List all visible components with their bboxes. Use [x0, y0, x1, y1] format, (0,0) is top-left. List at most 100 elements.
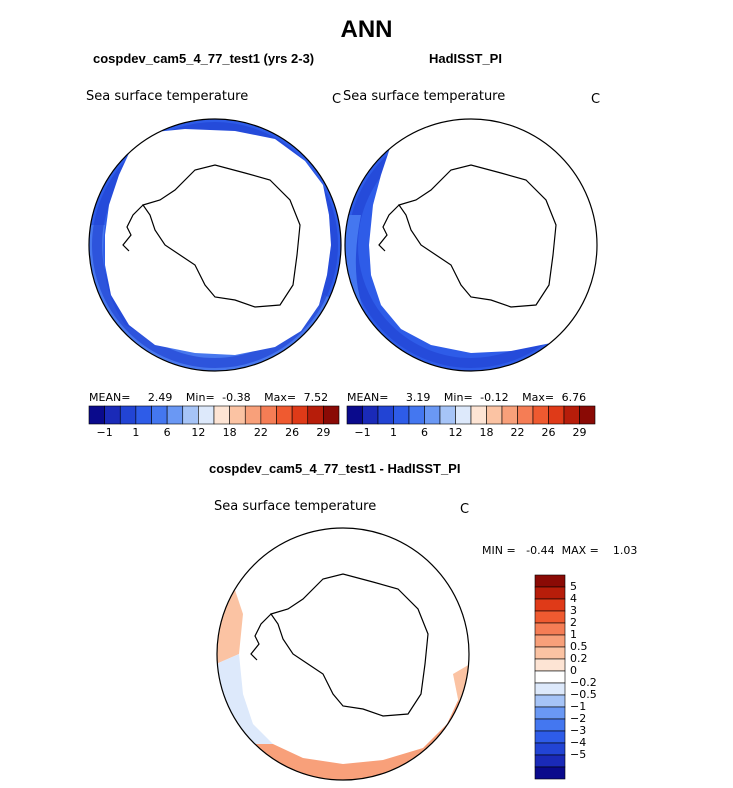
diff-colorbar — [534, 574, 566, 780]
diff-peninsula-outline — [250, 613, 272, 661]
colorbar-tick-label: 6 — [421, 426, 428, 439]
diff-colorbar-swatch — [534, 754, 566, 768]
diff-variable-label: Sea surface temperature — [214, 499, 377, 514]
left-antarctica-outline — [142, 164, 301, 308]
colorbar-swatch — [182, 405, 199, 425]
diff-colorbar-swatch — [534, 622, 566, 636]
colorbar-swatch — [260, 405, 277, 425]
left-min-label: Min= — [185, 391, 215, 404]
colorbar-swatch — [548, 405, 565, 425]
right-max-value: 6.76 — [561, 391, 587, 404]
left-units-label: C — [332, 92, 342, 107]
colorbar-swatch — [486, 405, 503, 425]
diff-colorbar-tick-label: 0 — [570, 664, 577, 677]
diff-colorbar-labels: 5 4 3 2 1 0.5 0.2 0 −0.2 −0.5 −1 −2 −3 −4 −5 — [570, 575, 630, 779]
colorbar-tick-label: 22 — [253, 426, 268, 439]
diff-colorbar-tick-label: −5 — [570, 748, 587, 761]
left-colorbar — [88, 405, 340, 425]
right-map — [344, 118, 598, 372]
colorbar-swatch — [244, 405, 262, 425]
diff-colorbar-swatch — [534, 718, 566, 732]
diff-colorbar-swatch — [534, 742, 566, 756]
colorbar-swatch — [377, 405, 394, 425]
diff-colorbar-swatch — [534, 574, 566, 588]
right-colorbar-labels: −1 1 6 12 18 22 26 29 — [347, 426, 595, 440]
colorbar-tick-label: −1 — [354, 426, 371, 439]
diff-units-label: C — [460, 502, 470, 517]
left-sst-ice-edge — [92, 122, 338, 368]
colorbar-swatch — [166, 405, 184, 425]
colorbar-swatch — [455, 405, 472, 425]
diff-warm-south-band — [217, 684, 469, 780]
diff-map-border — [216, 527, 470, 781]
colorbar-tick-label: 29 — [572, 426, 587, 439]
colorbar-swatch — [424, 405, 441, 425]
colorbar-tick-label: 18 — [479, 426, 494, 439]
colorbar-tick-label: 26 — [541, 426, 556, 439]
diff-colorbar-swatch — [534, 646, 566, 660]
colorbar-tick-label: 22 — [510, 426, 525, 439]
colorbar-tick-label: 6 — [163, 426, 171, 439]
left-panel-title: cospdev_cam5_4_77_test1 (yrs 2-3) — [93, 51, 315, 66]
diff-colorbar-tick-label: −1 — [570, 700, 587, 713]
colorbar-swatch — [213, 405, 230, 425]
diff-colorbar-swatch — [534, 658, 566, 672]
colorbar-swatch — [439, 405, 456, 425]
colorbar-swatch — [323, 405, 340, 425]
colorbar-swatch — [276, 405, 293, 425]
right-units-label: C — [591, 92, 601, 107]
right-min-label: Min= — [443, 391, 473, 404]
colorbar-swatch — [470, 405, 487, 425]
right-variable-label: Sea surface temperature — [343, 89, 506, 104]
colorbar-tick-label: 26 — [285, 426, 300, 439]
colorbar-tick-label: −1 — [96, 426, 113, 439]
colorbar-swatch — [198, 405, 215, 425]
diff-colorbar-swatch — [534, 670, 566, 684]
colorbar-swatch — [362, 405, 379, 425]
colorbar-swatch — [119, 405, 137, 425]
diff-colorbar-tick-label: 0.2 — [570, 652, 588, 665]
right-min-value: -0.12 — [480, 391, 509, 404]
colorbar-swatch — [88, 405, 105, 425]
diff-colorbar-swatch — [534, 634, 566, 648]
colorbar-swatch — [579, 405, 596, 425]
colorbar-swatch — [393, 405, 410, 425]
right-stats: MEAN= 3.19 Min= -0.12 Max= 6.76 — [347, 391, 586, 404]
diff-colorbar-swatch — [534, 706, 566, 720]
diff-colorbar-tick-label: 5 — [570, 580, 577, 593]
diff-colorbar-swatch — [534, 586, 566, 600]
diff-colorbar-tick-label: −4 — [570, 736, 587, 749]
colorbar-swatch — [501, 405, 518, 425]
main-title: ANN — [340, 16, 393, 43]
colorbar-tick-label: 12 — [448, 426, 463, 439]
colorbar-swatch — [307, 405, 324, 425]
colorbar-tick-label: 29 — [316, 426, 331, 439]
right-colorbar — [346, 405, 596, 425]
diff-panel-title: cospdev_cam5_4_77_test1 - HadISST_PI — [209, 461, 461, 476]
colorbar-swatch — [291, 405, 309, 425]
diff-map — [216, 527, 470, 781]
right-antarctica-outline — [398, 164, 557, 308]
right-panel-title: HadISST_PI — [429, 51, 502, 66]
diff-colorbar-tick-label: −0.5 — [570, 688, 597, 701]
diff-colorbar-tick-label: 0.5 — [570, 640, 588, 653]
colorbar-swatch — [135, 405, 152, 425]
diff-colorbar-swatch — [534, 610, 566, 624]
left-colorbar-labels: −1 1 6 12 18 22 26 29 — [89, 426, 339, 440]
left-variable-label: Sea surface temperature — [86, 89, 249, 104]
left-stats: MEAN= 2.49 Min= -0.38 Max= 7.52 — [89, 391, 328, 404]
diff-colorbar-tick-label: 3 — [570, 604, 577, 617]
colorbar-swatch — [151, 405, 168, 425]
diff-colorbar-swatch — [534, 730, 566, 744]
colorbar-swatch — [517, 405, 534, 425]
colorbar-swatch — [563, 405, 580, 425]
colorbar-swatch — [229, 405, 246, 425]
left-max-label: Max= — [264, 391, 297, 404]
diff-colorbar-tick-label: 1 — [570, 628, 577, 641]
colorbar-swatch — [104, 405, 121, 425]
colorbar-swatch — [532, 405, 549, 425]
diff-colorbar-tick-label: −3 — [570, 724, 587, 737]
colorbar-swatch — [346, 405, 363, 425]
diff-colorbar-swatch — [534, 598, 566, 612]
left-min-value: -0.38 — [222, 391, 251, 404]
